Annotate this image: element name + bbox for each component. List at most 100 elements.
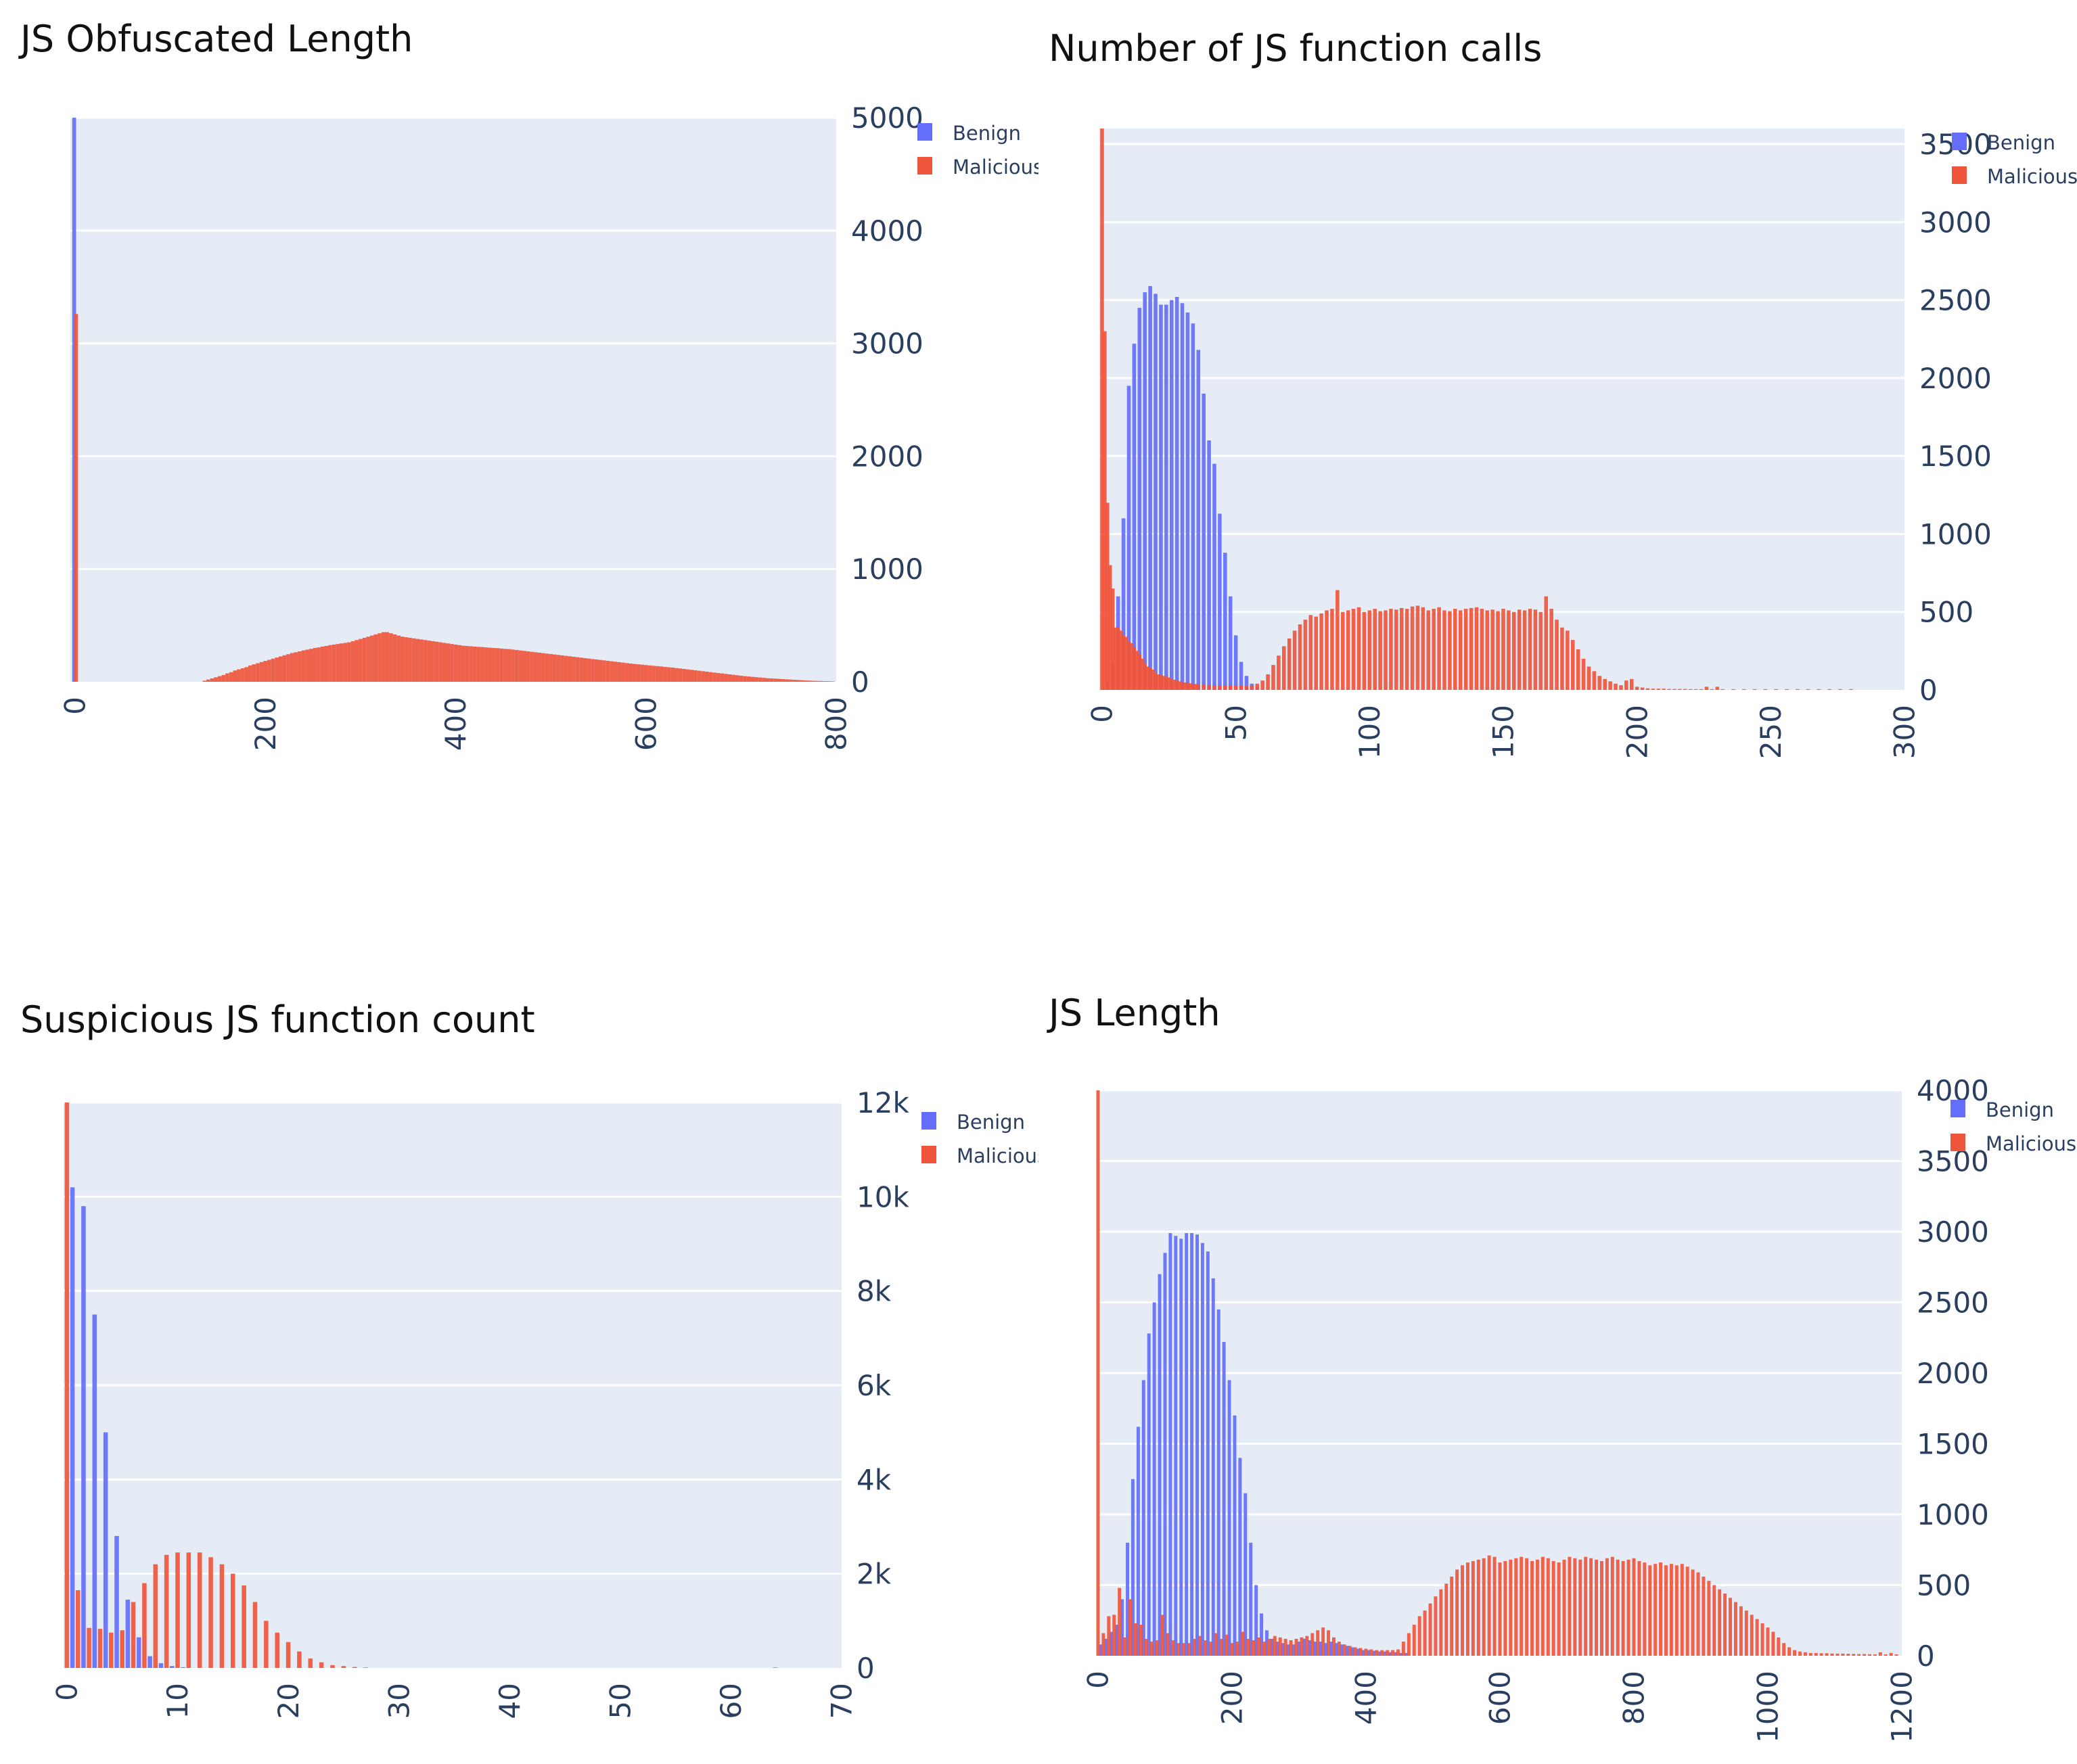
x-tick-label: 30: [382, 1683, 415, 1719]
bar-malicious: [1266, 674, 1270, 690]
bar-malicious: [1520, 1556, 1524, 1656]
bar-malicious: [773, 1667, 778, 1668]
bar-malicious: [720, 673, 725, 682]
bar-malicious: [526, 651, 530, 682]
bar-malicious: [1480, 609, 1484, 690]
bar-malicious: [359, 639, 363, 682]
legend-label[interactable]: Benign: [957, 1111, 1025, 1134]
legend-label[interactable]: Malicious: [1986, 1132, 2076, 1155]
y-tick-label: 3000: [1919, 206, 1992, 239]
bar-malicious: [1669, 1564, 1673, 1656]
bar-malicious: [507, 649, 511, 682]
legend-label[interactable]: Malicious: [957, 1144, 1038, 1167]
legend-label[interactable]: Benign: [1986, 1098, 2054, 1121]
legend-swatch[interactable]: [1950, 1100, 1965, 1117]
bar-malicious: [1101, 1633, 1105, 1656]
x-tick-label: 40: [493, 1683, 526, 1719]
bar-malicious: [1808, 1652, 1812, 1656]
bar-malicious: [1629, 678, 1634, 690]
bar-malicious: [1308, 615, 1313, 690]
bar-malicious: [1471, 1560, 1475, 1656]
bar-malicious: [461, 645, 465, 682]
bar-malicious: [1123, 1637, 1127, 1656]
bars-group: [1096, 1090, 1898, 1656]
bar-malicious: [1766, 1627, 1770, 1656]
bar-malicious: [1568, 1556, 1572, 1656]
bar-malicious: [1325, 610, 1329, 690]
bar-benign: [1281, 1643, 1285, 1656]
bar-malicious: [1448, 611, 1452, 690]
bar-malicious: [1255, 683, 1260, 690]
bar-malicious: [1852, 1654, 1856, 1656]
bar-benign: [1120, 1599, 1124, 1656]
legend-swatch[interactable]: [1952, 166, 1967, 184]
bar-malicious: [1405, 609, 1409, 690]
bar-malicious: [1207, 684, 1211, 690]
bar-malicious: [1868, 1654, 1871, 1656]
bar-malicious: [1439, 1589, 1443, 1656]
bar-malicious: [1830, 1653, 1834, 1656]
bar-malicious: [1637, 1560, 1641, 1656]
bar-malicious: [1144, 1638, 1148, 1656]
bar-malicious: [1817, 689, 1821, 690]
bar-malicious: [1648, 1565, 1652, 1656]
bar-malicious: [1415, 605, 1420, 690]
bar-malicious: [142, 1583, 147, 1668]
legend-swatch[interactable]: [921, 1112, 936, 1130]
bar-malicious: [214, 677, 218, 682]
bar-malicious: [1538, 611, 1543, 690]
bar-malicious: [1576, 649, 1580, 690]
bar-malicious: [404, 637, 409, 682]
bar-benign: [1367, 1650, 1371, 1656]
bar-malicious: [332, 644, 336, 682]
bar-malicious: [120, 1630, 124, 1668]
bar-malicious: [716, 672, 721, 682]
bar-malicious: [1353, 1647, 1357, 1656]
legend-label[interactable]: Benign: [1987, 131, 2055, 154]
legend-swatch[interactable]: [1950, 1134, 1965, 1151]
bar-benign: [81, 1206, 86, 1668]
legend-swatch[interactable]: [917, 123, 932, 141]
legend-swatch[interactable]: [1952, 133, 1967, 150]
bar-malicious: [1197, 1635, 1202, 1656]
bar-malicious: [613, 662, 618, 682]
bar-malicious: [575, 657, 580, 682]
bar-malicious: [1599, 1560, 1603, 1656]
bar-malicious: [537, 652, 542, 682]
bar-malicious: [1530, 1560, 1534, 1656]
bar-malicious: [629, 663, 633, 682]
chart-title: Number of JS function calls: [1049, 27, 1542, 70]
legend[interactable]: Benign Malicious: [917, 122, 1038, 179]
bar-malicious: [1356, 607, 1361, 690]
bar-malicious: [1230, 1643, 1234, 1656]
legend-swatch[interactable]: [917, 157, 932, 175]
legend[interactable]: Benign Malicious: [1950, 1098, 2076, 1155]
bar-malicious: [1160, 1615, 1164, 1656]
bar-benign: [1126, 1542, 1130, 1656]
bar-malicious: [294, 652, 298, 682]
bar-malicious: [341, 1666, 346, 1668]
bar-benign: [1168, 1233, 1172, 1656]
legend[interactable]: Benign Malicious: [921, 1111, 1038, 1167]
bar-benign: [1110, 1631, 1114, 1656]
legend-label[interactable]: Malicious: [1987, 165, 2077, 188]
y-tick-label: 1500: [1919, 440, 1992, 473]
bar-malicious: [1396, 1649, 1400, 1656]
bar-malicious: [587, 658, 591, 682]
bar-malicious: [1884, 1654, 1888, 1656]
legend-label[interactable]: Benign: [953, 122, 1021, 145]
bar-malicious: [1212, 685, 1216, 690]
bar-benign: [1136, 1426, 1140, 1656]
bar-benign: [1264, 1630, 1269, 1656]
bar-malicious: [75, 1590, 81, 1668]
bar-malicious: [480, 647, 484, 682]
bar-benign: [1302, 1638, 1306, 1656]
bar-malicious: [1116, 627, 1120, 690]
bar-malicious: [1386, 1650, 1390, 1656]
bar-benign: [1154, 294, 1158, 690]
bar-benign: [1169, 300, 1174, 691]
legend[interactable]: Benign Malicious: [1952, 131, 2077, 188]
legend-swatch[interactable]: [921, 1146, 936, 1163]
legend-label[interactable]: Malicious: [953, 156, 1038, 179]
bar-benign: [1115, 1625, 1119, 1656]
